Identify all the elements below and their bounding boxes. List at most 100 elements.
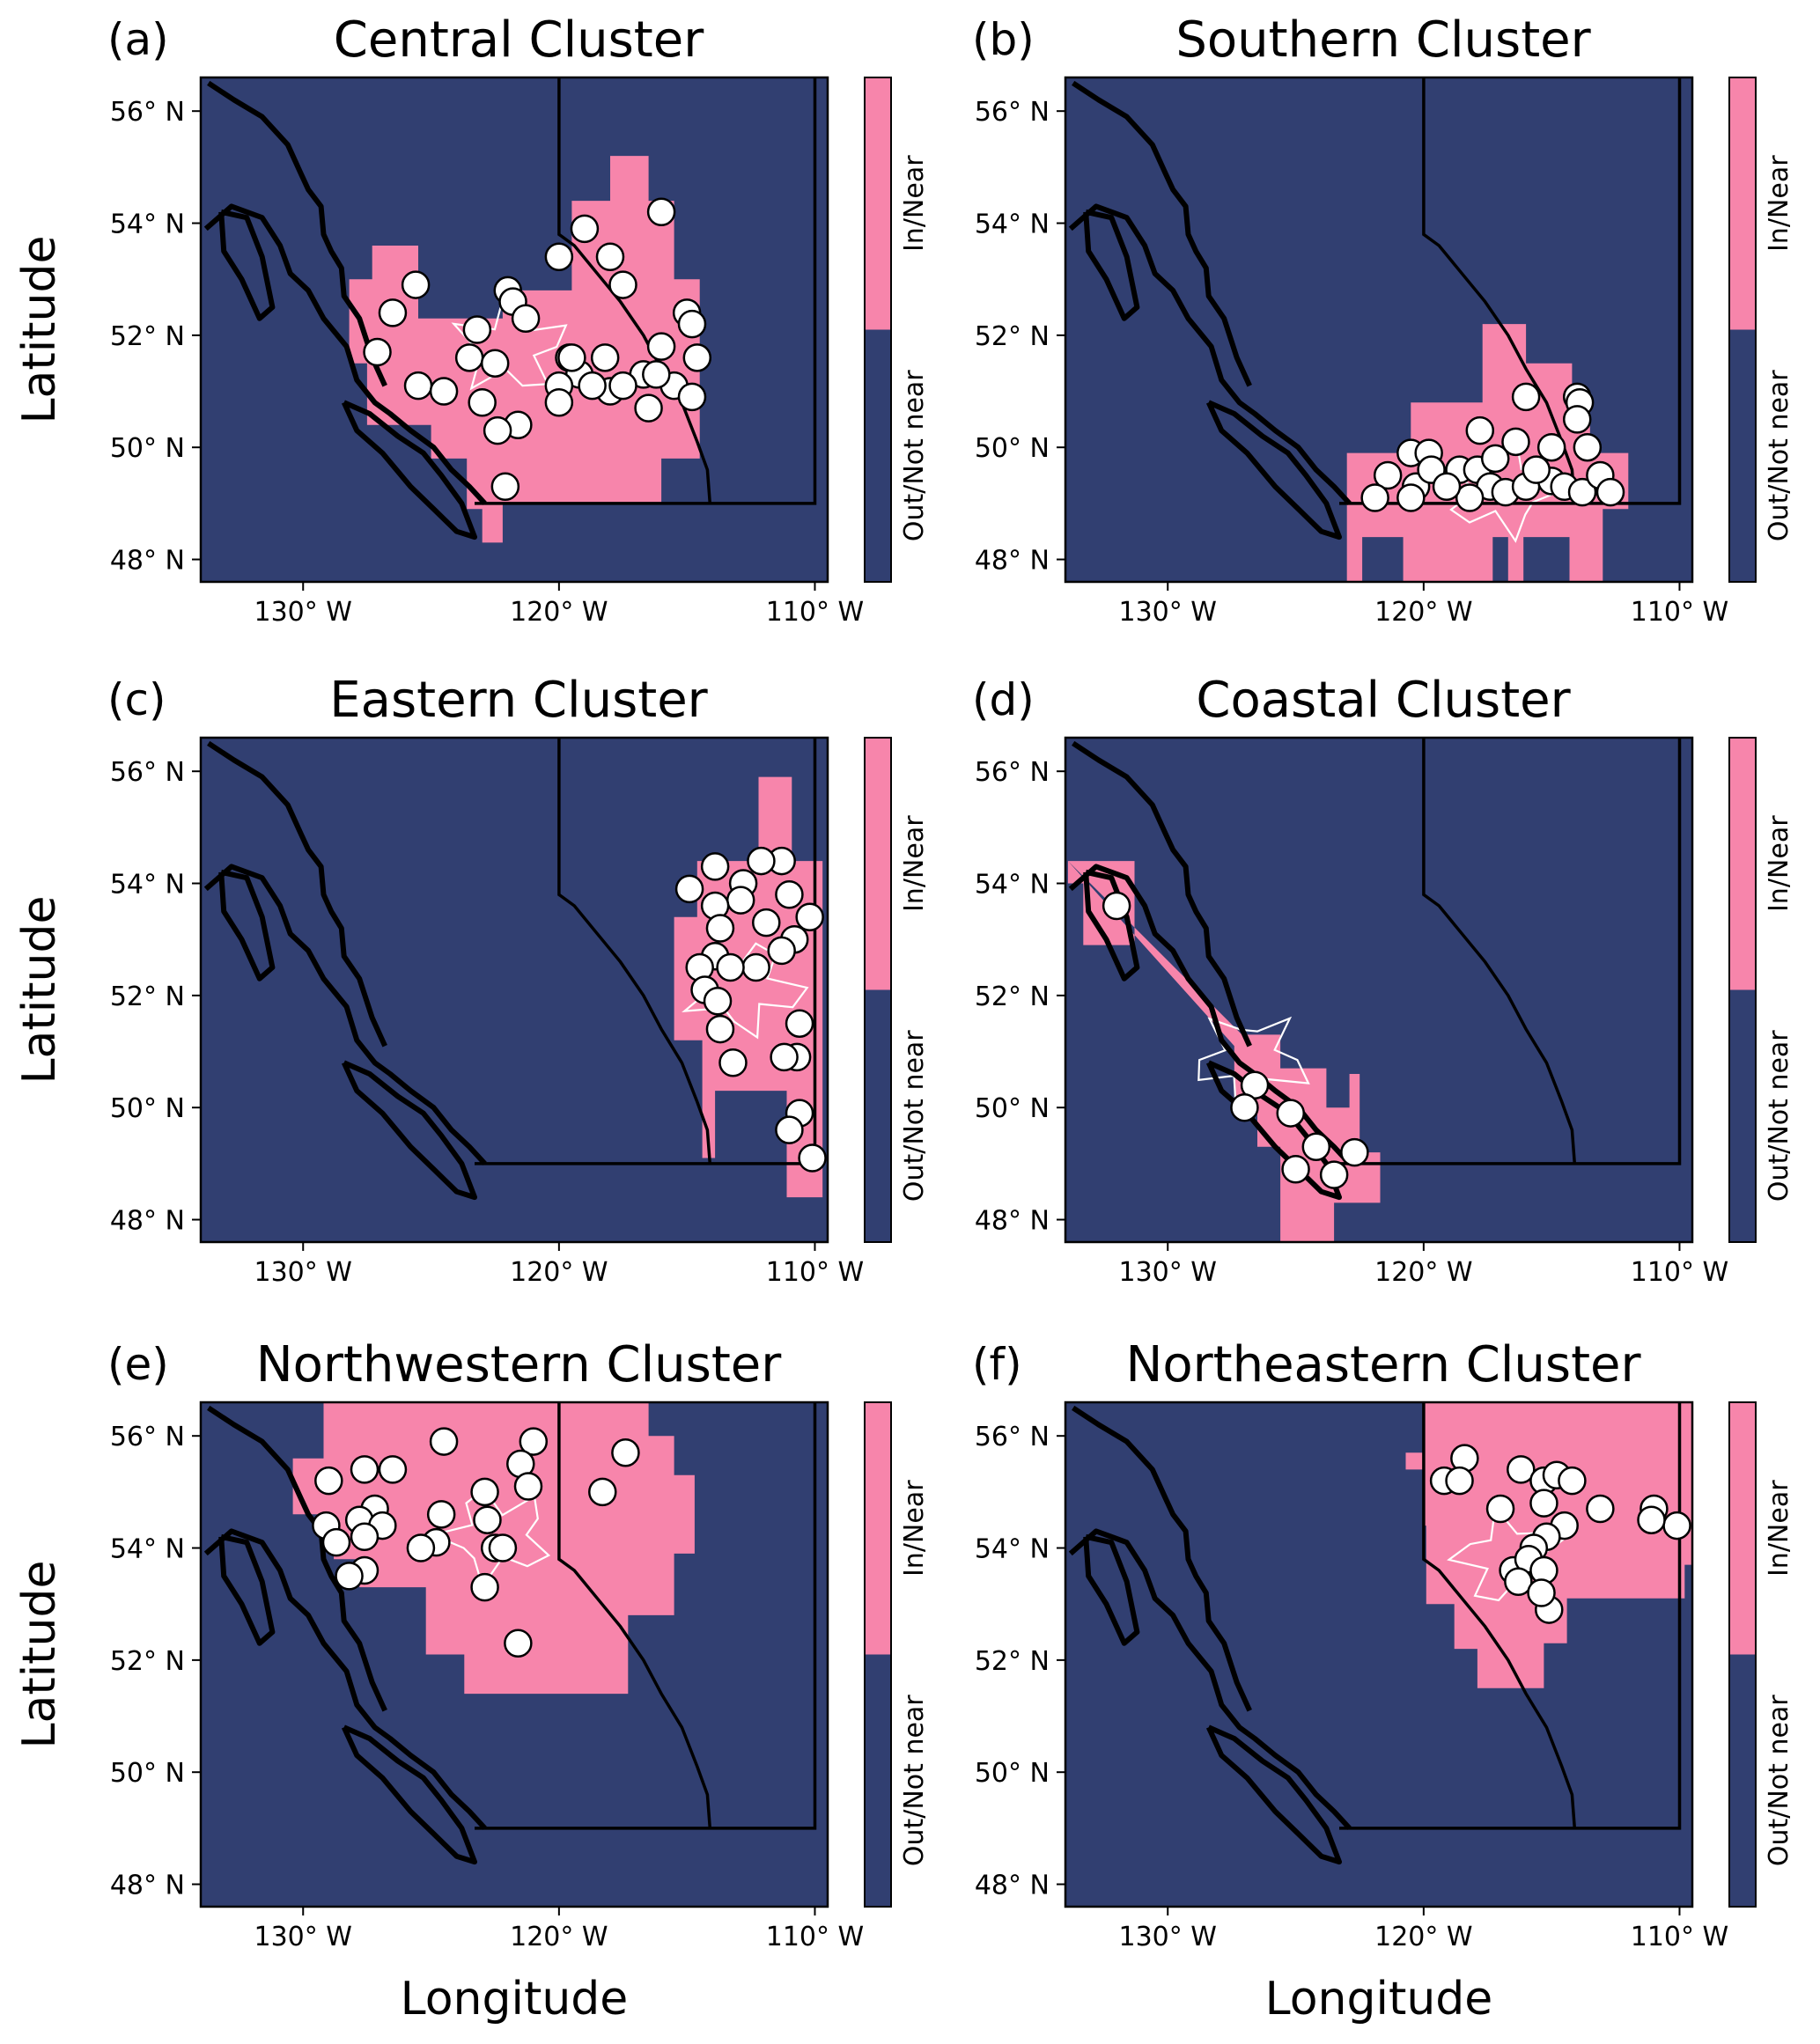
station-marker: [504, 1629, 533, 1658]
station-marker: [747, 846, 776, 876]
panel-title: Southern Cluster: [1175, 11, 1591, 69]
colorbar-out-not-near: [1729, 1654, 1756, 1907]
lat-tick-label: 50° N: [110, 1093, 185, 1124]
station-marker: [785, 1009, 814, 1038]
map-frame: [1064, 736, 1694, 1244]
station-marker: [1465, 415, 1495, 445]
station-marker: [1522, 455, 1551, 484]
station-marker: [700, 852, 730, 881]
panel-b: (b) Southern Cluster 56° N 54° N 52° N 50° N 4…: [972, 11, 1794, 628]
station-marker: [454, 343, 484, 372]
lat-tick-label: 52° N: [975, 982, 1050, 1012]
international-border: [475, 1402, 817, 1830]
station-marker: [1567, 477, 1597, 507]
lat-tick-label: 48° N: [110, 1871, 185, 1901]
station-marker: [1360, 483, 1389, 512]
international-border: [1339, 77, 1682, 505]
lat-tick-label: 52° N: [975, 321, 1050, 352]
y-axis-label: Latitude: [13, 1560, 66, 1748]
panel-c: (c) Eastern Cluster 56° N 54° N 52° N 50° N 48…: [13, 672, 930, 1288]
station-marker: [674, 874, 704, 904]
panel-d: (d) Coastal Cluster 56° N 54° N 52° N 50° N 48…: [972, 672, 1794, 1288]
station-marker: [795, 902, 824, 931]
international-border: [475, 77, 817, 505]
station-marker: [611, 1438, 640, 1467]
lon-tick-label: 120° W: [510, 1257, 608, 1288]
station-marker: [1595, 477, 1625, 507]
colorbar-label-in-near: In/Near: [1764, 155, 1794, 252]
station-marker: [590, 343, 620, 372]
coastline: [1205, 1724, 1342, 1865]
station-marker: [473, 1505, 502, 1534]
lat-tick-label: 52° N: [110, 321, 185, 352]
colorbar-in-near: [1729, 77, 1756, 330]
station-marker: [705, 914, 735, 943]
station-marker: [642, 360, 671, 389]
station-marker: [1637, 1505, 1666, 1534]
station-marker: [775, 1115, 804, 1144]
lat-tick-label: 52° N: [110, 1646, 185, 1677]
station-marker: [480, 349, 510, 378]
station-marker: [378, 298, 408, 327]
international-border: [1339, 738, 1682, 1165]
coastline: [203, 1528, 487, 1830]
station-marker: [1230, 1092, 1259, 1122]
station-marker: [470, 1477, 499, 1507]
station-marker: [314, 1466, 343, 1496]
station-marker: [429, 377, 459, 406]
station-marker: [634, 393, 663, 423]
colorbar-label-in-near: In/Near: [899, 1480, 930, 1577]
lat-tick-label: 56° N: [110, 757, 185, 788]
colorbar-label-in-near: In/Near: [1764, 815, 1794, 912]
station-marker: [1529, 1489, 1558, 1518]
station-marker: [595, 242, 625, 271]
station-marker: [608, 270, 637, 299]
colorbar-in-near: [1729, 1402, 1756, 1655]
colorbar-out-not-near: [1729, 329, 1756, 582]
station-marker: [490, 472, 520, 502]
station-marker: [798, 1143, 827, 1173]
colorbar-frame: [1728, 77, 1757, 583]
station-marker: [1373, 460, 1403, 490]
coastline: [1068, 203, 1352, 505]
coastline: [1205, 400, 1342, 540]
panel-title: Coastal Cluster: [1196, 672, 1571, 729]
station-marker: [462, 315, 492, 344]
station-marker: [578, 371, 607, 401]
provincial-border: [557, 1402, 712, 1829]
lat-tick-label: 56° N: [975, 97, 1050, 128]
colorbar-out-not-near: [865, 1654, 891, 1907]
station-marker: [1340, 1137, 1369, 1167]
station-marker: [401, 270, 431, 299]
provincial-border: [557, 77, 712, 504]
provincial-border: [557, 738, 712, 1165]
x-axis-label: Longitude: [401, 1973, 629, 2026]
station-marker: [1276, 1099, 1305, 1128]
lat-tick-label: 54° N: [975, 870, 1050, 901]
station-marker: [1586, 1494, 1615, 1524]
lat-tick-label: 54° N: [110, 1534, 185, 1565]
colorbar-label-out-not-near: Out/Not near: [899, 1030, 930, 1202]
coastline: [1083, 869, 1140, 982]
station-marker: [718, 1048, 748, 1077]
station-marker: [726, 886, 755, 915]
panel-letter: (b): [972, 14, 1035, 65]
provincial-border: [1422, 738, 1577, 1165]
station-marker: [682, 343, 712, 372]
lon-tick-label: 130° W: [254, 1922, 352, 1952]
coastline: [1083, 209, 1140, 321]
station-marker: [1501, 427, 1530, 457]
lon-tick-label: 110° W: [1631, 597, 1728, 628]
station-marker: [350, 1522, 379, 1552]
station-marker: [488, 1533, 518, 1562]
station-marker: [1573, 432, 1603, 462]
colorbar-in-near: [865, 1402, 891, 1655]
station-marker: [1102, 891, 1131, 921]
lat-tick-label: 50° N: [975, 433, 1050, 464]
station-marker: [677, 382, 707, 412]
coastline: [203, 864, 487, 1165]
coastline: [1072, 80, 1252, 387]
lat-tick-label: 54° N: [975, 210, 1050, 240]
station-marker: [321, 1527, 351, 1557]
panel-letter: (f): [972, 1339, 1022, 1390]
